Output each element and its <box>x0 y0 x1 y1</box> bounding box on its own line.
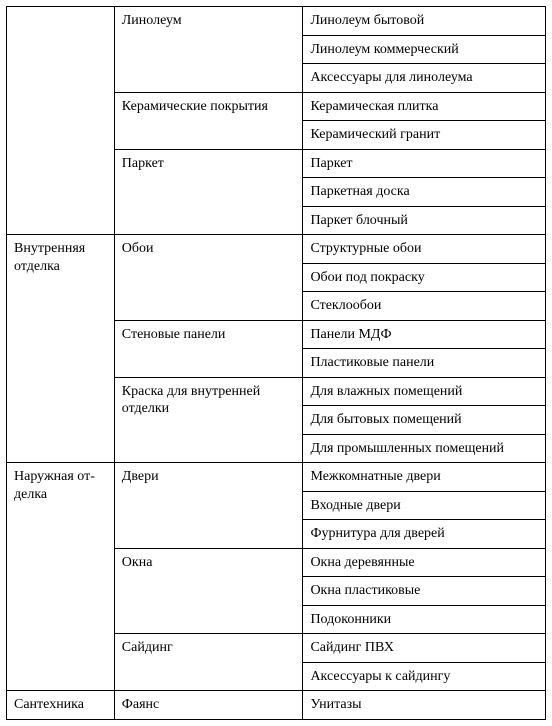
cell-subcat: Обои <box>114 235 303 321</box>
cell-item: Входные двери <box>303 491 546 520</box>
cell-item: Для бытовых помещений <box>303 406 546 435</box>
cell-item: Паркетная доска <box>303 178 546 207</box>
table-row: ЛинолеумЛинолеум бытовой <box>7 7 546 36</box>
cell-cat: Наружная от­делка <box>7 463 115 691</box>
catalog-tbody: ЛинолеумЛинолеум бытовойЛинолеум коммерч… <box>7 7 546 720</box>
cell-cat <box>7 7 115 235</box>
cell-subcat: Паркет <box>114 149 303 235</box>
cell-item: Паркет блочный <box>303 206 546 235</box>
cell-cat: Внутренняя отделка <box>7 235 115 463</box>
cell-subcat: Стеновые панели <box>114 320 303 377</box>
cell-subcat: Фаянс <box>114 691 303 720</box>
cell-item: Линолеум бытовой <box>303 7 546 36</box>
cell-cat: Сантехника <box>7 691 115 720</box>
cell-item: Керамическая плитка <box>303 92 546 121</box>
cell-subcat: Сайдинг <box>114 634 303 691</box>
cell-item: Панели МДФ <box>303 320 546 349</box>
cell-item: Межкомнатные двери <box>303 463 546 492</box>
cell-item: Сайдинг ПВХ <box>303 634 546 663</box>
cell-item: Окна пластиковые <box>303 577 546 606</box>
cell-item: Аксессуары к сайдингу <box>303 662 546 691</box>
cell-item: Пластиковые панели <box>303 349 546 378</box>
table-row: Наружная от­делкаДвериМежкомнатные двери <box>7 463 546 492</box>
cell-item: Окна деревянные <box>303 548 546 577</box>
table-wrapper: ЛинолеумЛинолеум бытовойЛинолеум коммерч… <box>0 0 552 726</box>
cell-subcat: Окна <box>114 548 303 634</box>
cell-item: Паркет <box>303 149 546 178</box>
cell-item: Обои под покраску <box>303 263 546 292</box>
cell-item: Структурные обои <box>303 235 546 264</box>
catalog-table: ЛинолеумЛинолеум бытовойЛинолеум коммерч… <box>6 6 546 720</box>
cell-item: Для промышленных помещений <box>303 434 546 463</box>
cell-item: Подоконники <box>303 605 546 634</box>
cell-item: Аксессуары для линолеума <box>303 64 546 93</box>
table-row: СантехникаФаянсУнитазы <box>7 691 546 720</box>
cell-subcat: Двери <box>114 463 303 549</box>
cell-item: Линолеум коммерческий <box>303 35 546 64</box>
cell-item: Керамический гранит <box>303 121 546 150</box>
table-row: Внутренняя отделкаОбоиСтруктурные обои <box>7 235 546 264</box>
cell-subcat: Керамические покрытия <box>114 92 303 149</box>
cell-subcat: Линолеум <box>114 7 303 93</box>
cell-item: Фурнитура для дверей <box>303 520 546 549</box>
cell-item: Унитазы <box>303 691 546 720</box>
cell-subcat: Краска для внутренней отделки <box>114 377 303 463</box>
cell-item: Для влажных помещений <box>303 377 546 406</box>
cell-item: Стеклообои <box>303 292 546 321</box>
